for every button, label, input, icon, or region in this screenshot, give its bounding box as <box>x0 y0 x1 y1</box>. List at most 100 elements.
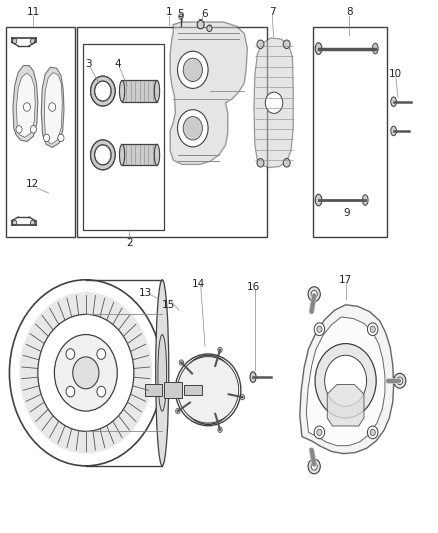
Ellipse shape <box>391 126 396 136</box>
Polygon shape <box>16 73 35 138</box>
Bar <box>77 27 267 237</box>
Polygon shape <box>41 67 64 148</box>
Circle shape <box>97 386 106 397</box>
Polygon shape <box>300 305 394 454</box>
Circle shape <box>73 357 99 389</box>
Circle shape <box>23 103 30 111</box>
Polygon shape <box>44 72 62 144</box>
Circle shape <box>54 335 117 411</box>
Circle shape <box>97 349 106 359</box>
Circle shape <box>317 429 322 435</box>
Circle shape <box>315 344 376 418</box>
Circle shape <box>325 356 367 406</box>
Circle shape <box>240 394 245 400</box>
Circle shape <box>394 373 406 388</box>
Circle shape <box>183 58 202 82</box>
Circle shape <box>218 427 222 432</box>
Circle shape <box>10 280 162 466</box>
Text: 7: 7 <box>269 7 276 18</box>
Text: 4: 4 <box>114 60 121 69</box>
Text: 6: 6 <box>202 9 208 19</box>
Circle shape <box>370 429 375 435</box>
Circle shape <box>283 159 290 167</box>
Circle shape <box>308 287 320 302</box>
Text: 10: 10 <box>389 69 403 79</box>
Ellipse shape <box>362 195 368 205</box>
Ellipse shape <box>158 335 166 411</box>
Circle shape <box>367 323 378 336</box>
Bar <box>122 144 157 165</box>
Circle shape <box>177 110 208 147</box>
Circle shape <box>218 347 222 352</box>
Circle shape <box>179 360 184 365</box>
Ellipse shape <box>315 194 322 206</box>
Text: 14: 14 <box>191 279 205 288</box>
Bar <box>122 80 157 102</box>
Circle shape <box>91 76 115 106</box>
Circle shape <box>397 377 403 384</box>
Text: 15: 15 <box>162 300 175 310</box>
Circle shape <box>30 38 35 44</box>
Circle shape <box>311 290 317 298</box>
Ellipse shape <box>177 357 239 423</box>
Circle shape <box>367 426 378 439</box>
Bar <box>6 27 75 237</box>
Text: 9: 9 <box>344 208 350 219</box>
Circle shape <box>198 378 218 401</box>
Circle shape <box>207 25 212 31</box>
Circle shape <box>314 426 325 439</box>
Circle shape <box>58 134 64 142</box>
Circle shape <box>187 365 229 415</box>
Circle shape <box>308 459 320 474</box>
Circle shape <box>66 386 75 397</box>
Circle shape <box>49 103 56 111</box>
Circle shape <box>12 38 17 44</box>
Circle shape <box>16 126 22 133</box>
Circle shape <box>265 92 283 114</box>
Bar <box>164 382 182 398</box>
Ellipse shape <box>120 80 125 102</box>
Text: 3: 3 <box>85 60 92 69</box>
Circle shape <box>314 323 325 336</box>
Circle shape <box>183 117 202 140</box>
Text: 2: 2 <box>126 238 133 247</box>
Circle shape <box>43 134 49 142</box>
Circle shape <box>12 220 17 225</box>
Text: 5: 5 <box>177 9 184 19</box>
Ellipse shape <box>315 43 322 54</box>
Ellipse shape <box>155 280 169 466</box>
Ellipse shape <box>154 80 159 102</box>
Ellipse shape <box>154 144 159 165</box>
Text: 13: 13 <box>139 288 152 298</box>
Polygon shape <box>13 66 38 142</box>
Bar <box>184 385 201 394</box>
Circle shape <box>30 126 36 133</box>
Text: 1: 1 <box>166 7 172 18</box>
Circle shape <box>370 326 375 333</box>
Polygon shape <box>327 384 364 426</box>
Ellipse shape <box>372 43 378 54</box>
Circle shape <box>95 81 111 101</box>
Wedge shape <box>19 292 152 454</box>
Text: 17: 17 <box>339 275 352 285</box>
Circle shape <box>197 20 204 29</box>
Circle shape <box>95 145 111 165</box>
Circle shape <box>176 408 180 414</box>
Circle shape <box>257 159 264 167</box>
Text: 11: 11 <box>27 7 40 18</box>
Polygon shape <box>306 317 385 446</box>
Text: 8: 8 <box>346 7 353 18</box>
Circle shape <box>311 463 317 470</box>
Polygon shape <box>170 22 247 165</box>
Circle shape <box>283 40 290 49</box>
Bar <box>145 384 162 395</box>
Wedge shape <box>91 76 115 106</box>
Circle shape <box>257 40 264 49</box>
Ellipse shape <box>391 97 396 107</box>
Circle shape <box>179 14 183 19</box>
Ellipse shape <box>250 372 256 382</box>
Circle shape <box>317 326 322 333</box>
Circle shape <box>30 220 35 225</box>
Circle shape <box>66 349 75 359</box>
Circle shape <box>91 140 115 169</box>
